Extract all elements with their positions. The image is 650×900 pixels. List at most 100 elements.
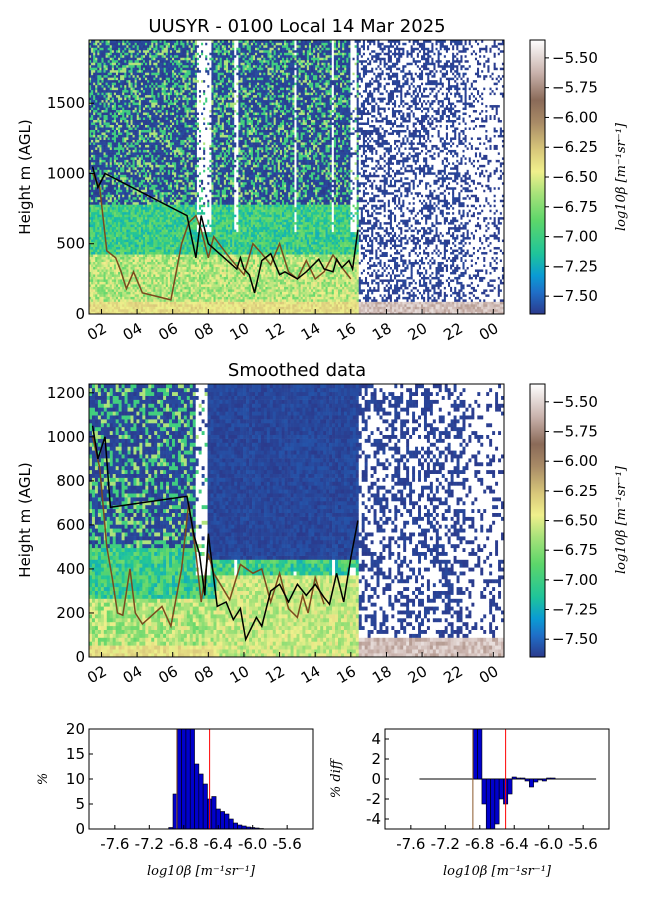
heatmap-cell	[178, 99, 181, 103]
heatmap-cell	[126, 79, 129, 83]
heatmap-cell	[128, 244, 131, 248]
heatmap-cell	[124, 309, 127, 312]
heatmap-cell	[99, 229, 102, 233]
heatmap-cell	[113, 231, 117, 235]
heatmap-cell	[118, 77, 121, 81]
heatmap-cell	[111, 261, 115, 265]
heatmap-cell	[120, 201, 123, 205]
heatmap-cell	[120, 304, 123, 307]
heatmap-cell	[145, 234, 148, 238]
heatmap-cell	[172, 144, 175, 148]
heatmap-cell	[142, 52, 146, 56]
heatmap-cell	[159, 294, 162, 297]
heatmap-cell	[126, 311, 129, 315]
heatmap-cell	[163, 234, 167, 238]
heatmap-cell	[145, 82, 148, 86]
heatmap-cell	[157, 104, 160, 108]
heatmap-cell	[99, 77, 102, 81]
heatmap-cell	[151, 42, 154, 46]
heatmap-cell	[167, 119, 171, 123]
heatmap-cell	[93, 311, 96, 315]
heatmap-cell	[97, 54, 100, 58]
heatmap-cell	[109, 169, 113, 173]
heatmap-cell	[136, 99, 140, 103]
heatmap-cell	[101, 82, 104, 86]
heatmap-cell	[169, 309, 173, 312]
heatmap-cell	[174, 99, 177, 103]
heatmap-cell	[95, 299, 98, 302]
heatmap-cell	[157, 264, 160, 267]
heatmap-cell	[153, 291, 156, 295]
heatmap-cell	[107, 47, 111, 51]
heatmap-cell	[120, 226, 123, 230]
heatmap-cell	[163, 299, 167, 302]
heatmap-cell	[161, 47, 165, 51]
heatmap-cell	[91, 42, 94, 46]
heatmap-cell	[153, 104, 156, 108]
heatmap-cell	[99, 129, 102, 133]
heatmap-cell	[103, 47, 106, 51]
heatmap-cell	[126, 72, 129, 76]
heatmap-cell	[138, 289, 142, 292]
heatmap-cell	[138, 124, 142, 128]
heatmap-cell	[95, 144, 98, 148]
heatmap-cell	[118, 99, 121, 103]
heatmap-cell	[91, 92, 94, 96]
heatmap-cell	[122, 40, 125, 43]
heatmap-cell	[138, 49, 142, 53]
heatmap-cell	[130, 77, 133, 81]
heatmap-cell	[111, 42, 115, 46]
heatmap-cell	[178, 231, 181, 235]
heatmap-cell	[178, 147, 181, 150]
heatmap-cell	[120, 109, 123, 113]
heatmap-cell	[163, 251, 167, 255]
heatmap-cell	[91, 181, 94, 185]
heatmap-cell	[157, 142, 160, 145]
heatmap-cell	[99, 122, 102, 125]
heatmap-cell	[155, 216, 158, 220]
heatmap-cell	[95, 134, 98, 138]
heatmap-cell	[147, 236, 150, 240]
heatmap-cell	[120, 52, 123, 56]
heatmap-cell	[118, 259, 121, 262]
heatmap-cell	[113, 206, 117, 210]
heatmap-cell	[103, 194, 106, 198]
heatmap-cell	[134, 172, 138, 175]
heatmap-cell	[126, 149, 129, 153]
heatmap-cell	[122, 159, 125, 163]
heatmap-cell	[147, 206, 150, 210]
heatmap-cell	[145, 306, 148, 310]
heatmap-cell	[128, 109, 131, 113]
heatmap-cell	[136, 74, 140, 78]
heatmap-cell	[95, 72, 98, 76]
heatmap-cell	[103, 97, 106, 101]
heatmap-cell	[118, 261, 121, 265]
heatmap-cell	[157, 164, 160, 168]
heatmap-cell	[180, 49, 183, 53]
heatmap-cell	[107, 149, 111, 153]
heatmap-cell	[99, 289, 102, 292]
heatmap-cell	[147, 226, 150, 230]
heatmap-cell	[109, 209, 113, 213]
heatmap-cell	[159, 77, 162, 81]
heatmap-cell	[149, 49, 152, 53]
heatmap-cell	[167, 92, 171, 96]
heatmap-cell	[145, 291, 148, 295]
heatmap-cell	[122, 231, 125, 235]
heatmap-cell	[111, 201, 115, 205]
heatmap-cell	[161, 204, 165, 208]
heatmap-cell	[120, 104, 123, 108]
heatmap-cell	[157, 177, 160, 180]
heatmap-cell	[153, 177, 156, 180]
heatmap-cell	[120, 117, 123, 121]
heatmap-cell	[120, 89, 123, 93]
heatmap-cell	[95, 119, 98, 123]
heatmap-cell	[136, 194, 140, 198]
heatmap-cell	[107, 157, 111, 160]
heatmap-cell	[151, 264, 154, 267]
heatmap-cell	[136, 129, 140, 133]
heatmap-cell	[153, 216, 156, 220]
heatmap-cell	[174, 164, 177, 168]
heatmap-cell	[180, 177, 183, 180]
heatmap-cell	[155, 221, 158, 225]
